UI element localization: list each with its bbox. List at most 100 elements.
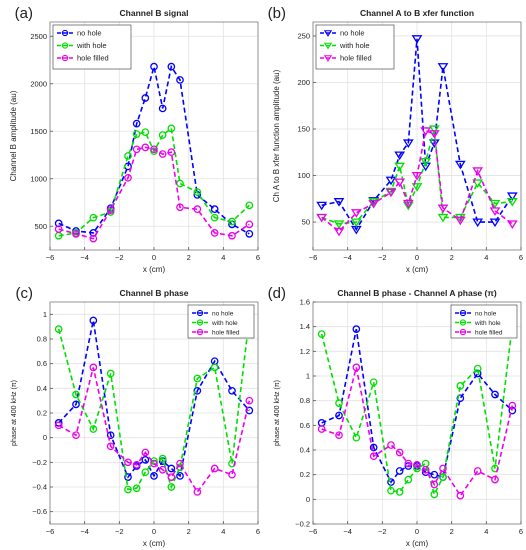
x-tick-label: −2 [378, 527, 387, 536]
data-point [395, 448, 404, 457]
chart-panel-3: −6 −4 −2 0 2 4 6 −0.6 −0.4 −0.2 0 0.2 0.4 0.6 0.8 1 Chan… [11, 285, 260, 548]
series-line-3 [58, 367, 251, 494]
x-tick-label: −4 [80, 527, 89, 536]
data-point [352, 433, 361, 442]
data-point [454, 216, 466, 226]
data-point [141, 94, 150, 102]
legend-marker [61, 29, 69, 37]
legend-marker [459, 319, 467, 326]
y-tick-label: 2500 [30, 32, 47, 41]
x-tick-label: 6 [519, 253, 523, 262]
data-point [472, 167, 484, 176]
series-line-3 [321, 129, 513, 233]
data-point [132, 484, 141, 493]
y-tick-label: −0.2 [295, 520, 310, 529]
y-tick-label: 1 [306, 372, 310, 381]
data-point [402, 139, 414, 148]
x-axis-label: x (cm) [406, 539, 429, 548]
data-point [437, 213, 449, 223]
y-tick-label: 0.6 [37, 359, 47, 368]
series-line-2 [57, 317, 251, 491]
data-point [228, 231, 236, 240]
data-point [124, 173, 132, 182]
chart-panel-1: −6 −4 −2 0 2 4 6 500 1000 1500 2000 2500 Channel B s… [9, 5, 260, 274]
data-point [54, 225, 63, 233]
x-tick-label: −6 [309, 527, 318, 536]
legend-label: hole filled [77, 54, 109, 63]
data-point [439, 473, 447, 481]
data-point [141, 128, 150, 137]
data-point [317, 425, 326, 433]
data-point [124, 485, 132, 494]
data-point [106, 369, 115, 378]
legend: no hole with hole hole filled [52, 24, 132, 70]
data-point [106, 442, 115, 451]
series-line-1 [321, 328, 513, 484]
x-tick-label: 6 [519, 527, 523, 536]
y-tick-label: 1 [43, 310, 47, 319]
data-point [333, 227, 345, 237]
y-tick-label: −0.4 [32, 483, 47, 492]
data-point [333, 220, 345, 229]
data-point [385, 176, 397, 186]
legend-marker [459, 328, 467, 336]
data-point [89, 425, 98, 433]
legend-label: with hole [339, 41, 370, 50]
data-point [245, 230, 254, 238]
y-tick-label: 0 [306, 495, 310, 504]
legend: no hole with hole hole filled [315, 24, 395, 70]
data-point [167, 473, 176, 481]
legend-marker [61, 42, 69, 49]
data-point [454, 160, 466, 170]
data-point [132, 460, 141, 469]
x-tick-label: −4 [343, 527, 352, 536]
data-point [420, 127, 432, 136]
series-line-2 [321, 128, 513, 225]
data-point [158, 131, 167, 139]
data-point [245, 220, 254, 229]
data-point [89, 316, 98, 325]
data-point [394, 178, 406, 188]
data-point [141, 456, 150, 464]
data-point [193, 488, 202, 496]
legend: no hole with hole hole filled [450, 304, 518, 339]
legend-label: with hole [76, 41, 107, 50]
data-point [176, 76, 184, 84]
data-point [132, 119, 141, 128]
data-point [72, 431, 80, 440]
x-tick-label: 2 [187, 253, 191, 262]
y-tick-label: 0.2 [300, 470, 310, 479]
data-point [411, 183, 423, 192]
data-point [352, 325, 361, 333]
data-point [176, 459, 184, 468]
data-point [473, 364, 482, 373]
data-point [316, 213, 328, 223]
x-tick-label: 2 [450, 253, 454, 262]
data-point [333, 198, 345, 207]
data-layer [317, 321, 517, 500]
y-tick-label: 1500 [30, 127, 47, 136]
data-point [132, 130, 141, 138]
data-point [210, 229, 219, 237]
data-point [124, 458, 132, 467]
x-tick-label: 6 [256, 527, 260, 536]
data-point [245, 396, 254, 405]
y-tick-label: −0.2 [32, 458, 47, 467]
y-axis-label: Ch A to B xfer function amplitude (au) [272, 69, 281, 202]
data-point [350, 218, 362, 228]
chart-title: Channel B signal [120, 8, 189, 18]
data-point [228, 386, 236, 395]
data-point [420, 158, 432, 167]
y-tick-label: 0.8 [300, 396, 310, 405]
y-axis-label: Channel B amplitude (au) [9, 90, 18, 181]
data-point [72, 400, 80, 409]
data-point [413, 460, 421, 469]
chart-title: Channel A to B xfer function [360, 8, 474, 18]
data-point [141, 143, 150, 152]
data-point [210, 213, 219, 222]
y-axis-label: phase at 400 kHz (π) [11, 380, 18, 446]
x-axis-label: x (cm) [143, 539, 166, 548]
data-point [228, 217, 236, 226]
y-tick-label: 1.6 [300, 298, 310, 307]
chart-title: Channel B phase - Channel A phase (π) [337, 288, 497, 298]
